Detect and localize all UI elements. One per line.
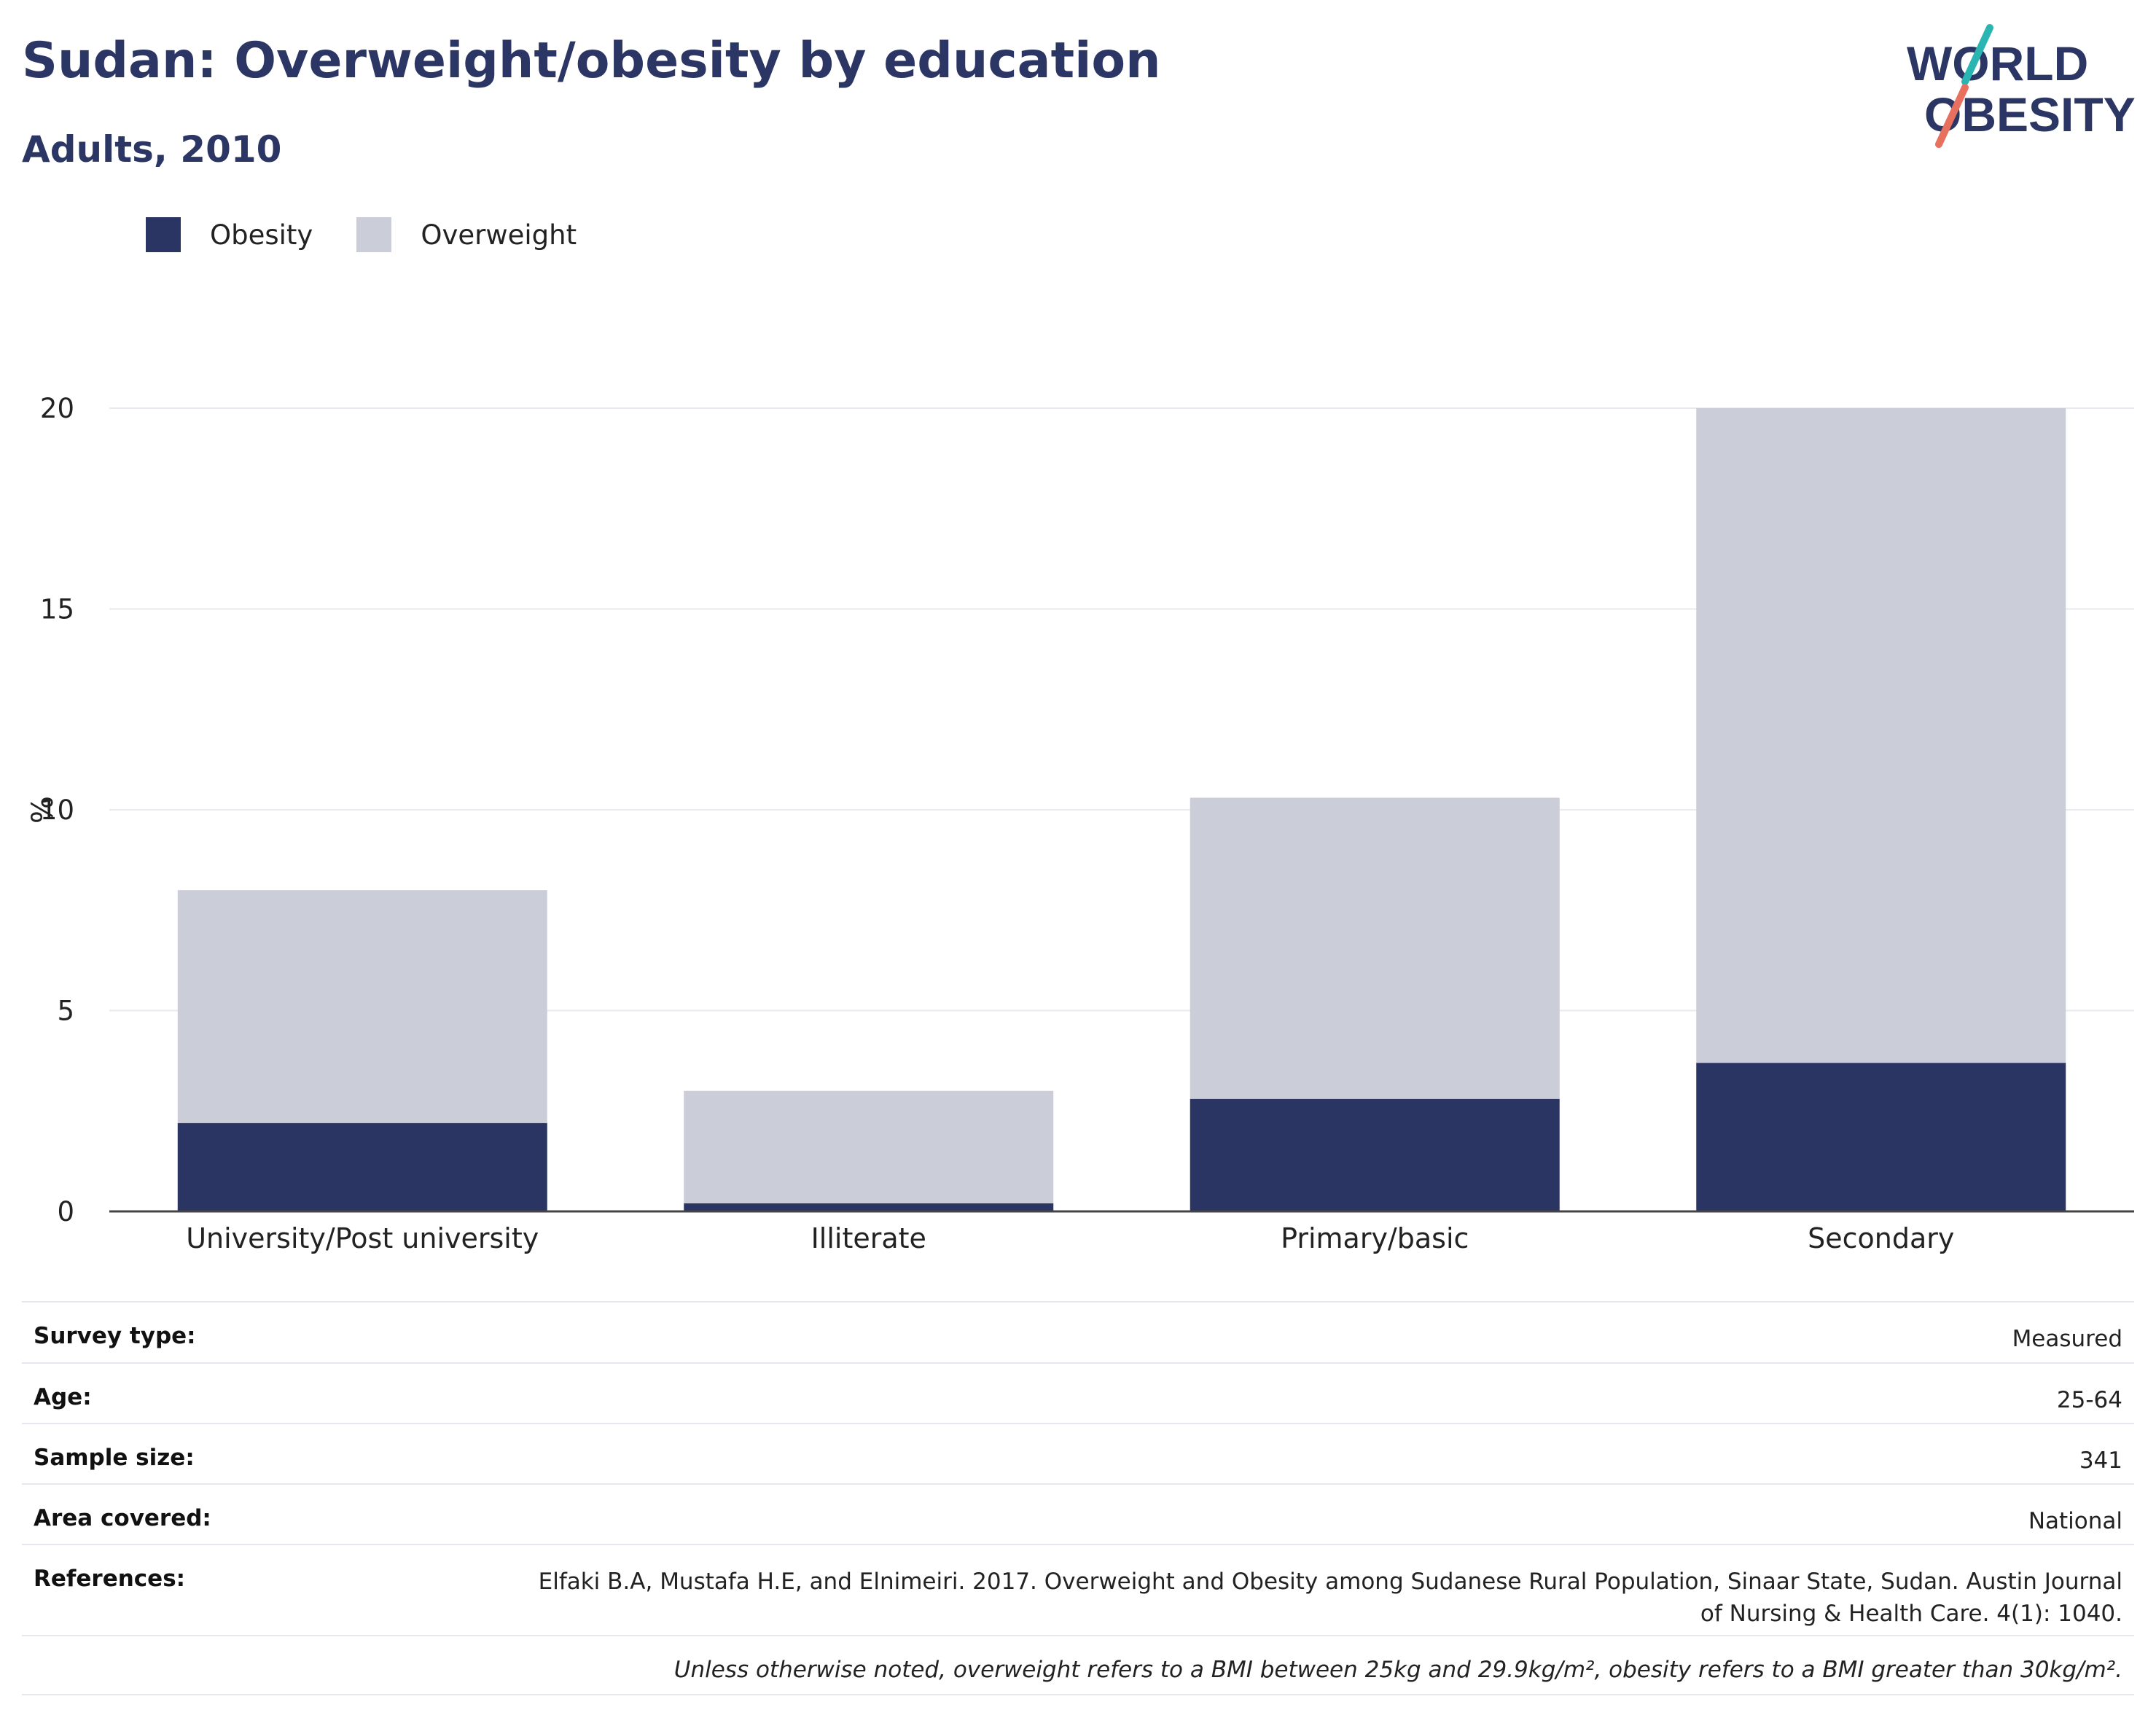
bar-obesity — [1190, 1098, 1560, 1211]
legend-label-obesity: Obesity — [210, 219, 313, 251]
chart-subtitle: Adults, 2010 — [22, 128, 282, 171]
legend-swatch-overweight — [356, 217, 392, 252]
info-value-area-covered: National — [2028, 1508, 2122, 1534]
chart-title: Sudan: Overweight/obesity by education — [22, 32, 1161, 90]
logo-slash-teal — [1961, 24, 1993, 85]
info-row-survey-type: Survey type: Measured — [22, 1301, 2134, 1362]
bar-overweight — [177, 890, 547, 1123]
y-axis-title: % — [26, 796, 60, 824]
x-tick-label: University/Post university — [186, 1222, 539, 1254]
y-tick-label: 0 — [57, 1196, 74, 1227]
info-value-survey-type: Measured — [2012, 1326, 2122, 1352]
bmi-footnote: Unless otherwise noted, overweight refer… — [673, 1657, 2122, 1683]
bar-obesity — [177, 1122, 547, 1211]
x-tick-label: Illiterate — [811, 1222, 926, 1254]
info-row-area-covered: Area covered: National — [22, 1483, 2134, 1544]
legend-item-obesity[interactable]: Obesity — [146, 217, 313, 252]
world-obesity-logo: WORLD OBESITY — [1907, 24, 2136, 148]
bar-obesity — [684, 1203, 1054, 1211]
info-key-survey-type: Survey type: — [34, 1323, 196, 1349]
info-key-age: Age: — [34, 1384, 92, 1410]
info-row-footnote: Unless otherwise noted, overweight refer… — [22, 1635, 2134, 1695]
info-key-sample-size: Sample size: — [34, 1445, 195, 1471]
legend-item-overweight[interactable]: Overweight — [356, 217, 577, 252]
info-key-references: References: — [34, 1566, 186, 1592]
info-row-age: Age: 25-64 — [22, 1362, 2134, 1423]
stacked-bar-chart: 0 5 10 15 20% University/Post university Illit… — [26, 393, 2134, 1254]
y-tick-label: 20 — [40, 393, 74, 424]
info-key-area-covered: Area covered: — [34, 1505, 211, 1531]
info-value-age: 25-64 — [2056, 1387, 2122, 1413]
info-row-sample-size: Sample size: 341 — [22, 1423, 2134, 1483]
chart-legend: Obesity Overweight — [146, 217, 620, 252]
bar-overweight — [1190, 797, 1560, 1099]
info-row-references: References: Elfaki B.A, Mustafa H.E, and… — [22, 1544, 2134, 1635]
y-tick-label: 10 — [40, 794, 74, 826]
info-table: Survey type: Measured Age: 25-64 Sample … — [22, 1301, 2134, 1695]
bar-overweight — [684, 1090, 1054, 1203]
x-tick-label: Secondary — [1808, 1222, 1954, 1254]
logo-line-1: WORLD — [1907, 36, 2088, 90]
bar-overweight — [1696, 408, 2066, 1063]
logo-slash-coral — [1935, 84, 1969, 148]
legend-swatch-obesity — [146, 217, 181, 252]
y-tick-label: 15 — [40, 594, 74, 625]
legend-label-overweight: Overweight — [421, 219, 577, 251]
info-value-references: Elfaki B.A, Mustafa H.E, and Elnimeiri. … — [538, 1569, 2122, 1627]
info-value-sample-size: 341 — [2079, 1448, 2122, 1474]
y-tick-label: 5 — [57, 996, 74, 1027]
x-tick-label: Primary/basic — [1281, 1222, 1469, 1254]
bar-obesity — [1696, 1063, 2066, 1211]
